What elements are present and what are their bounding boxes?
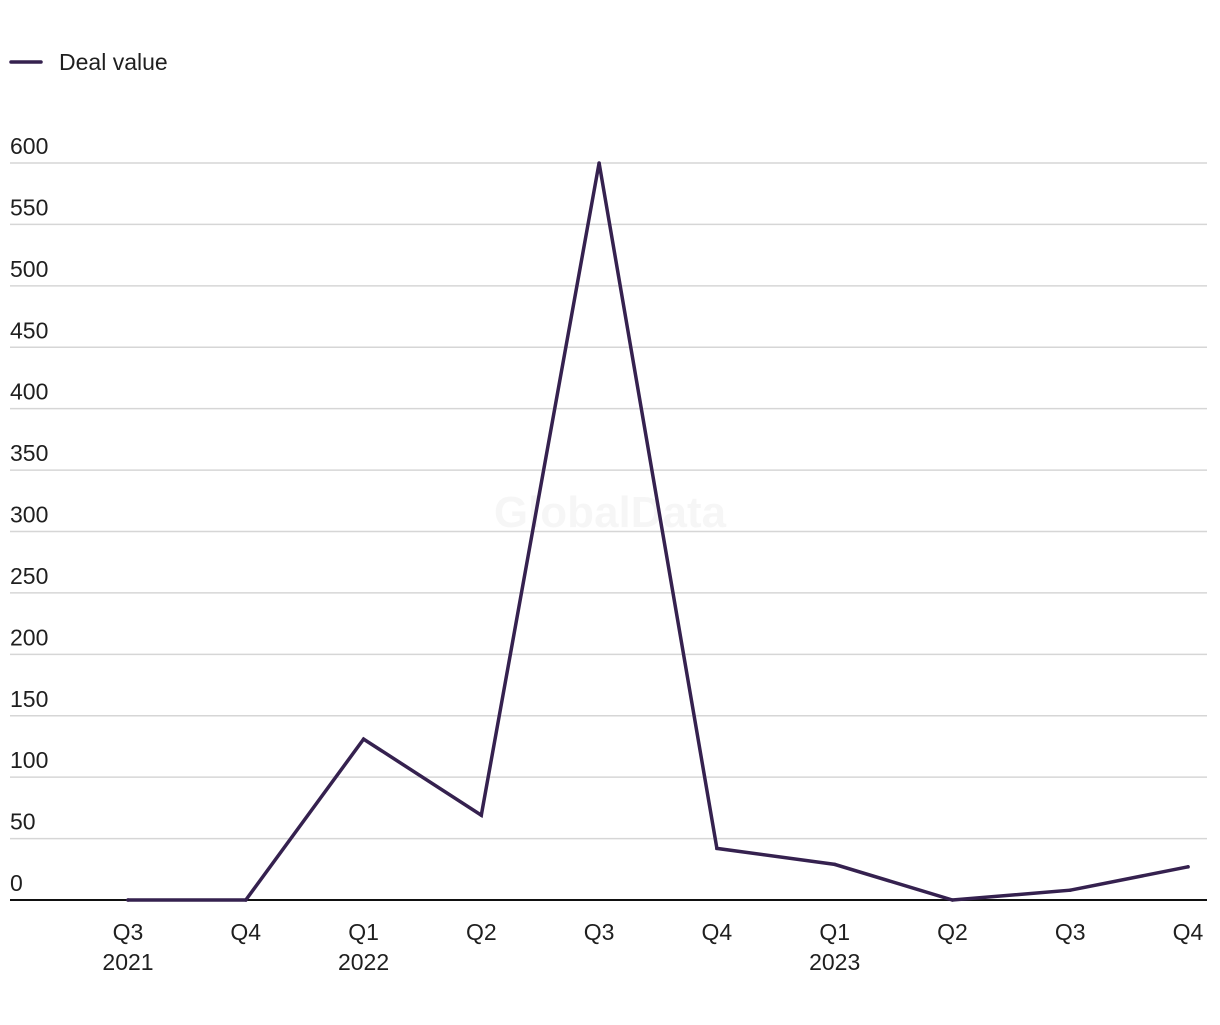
y-tick-label-450: 450	[10, 317, 48, 343]
x-tick-label-9: Q3	[1055, 919, 1086, 945]
x-tick-year-2021: 2021	[102, 949, 153, 975]
x-tick-label-4: Q2	[466, 919, 497, 945]
y-tick-label-50: 50	[10, 809, 36, 835]
y-tick-label-300: 300	[10, 502, 48, 528]
y-tick-label-150: 150	[10, 686, 48, 712]
data-point-4	[479, 813, 484, 817]
x-tick-label-8: Q2	[937, 919, 968, 945]
y-tick-label-350: 350	[10, 440, 48, 466]
series-line-deal-value	[126, 162, 1190, 902]
x-tick-year-2022: 2022	[338, 949, 389, 975]
watermark-logo: GlobalData	[494, 488, 727, 537]
series-layer	[126, 161, 1190, 902]
x-tick-label-1: Q3	[113, 919, 144, 945]
data-point-1	[126, 898, 130, 902]
y-tick-label-200: 200	[10, 624, 48, 650]
data-point-6	[715, 846, 719, 851]
data-point-2	[244, 898, 248, 902]
x-tick-label-10: Q4	[1173, 919, 1204, 945]
y-axis-tick-labels: 0 50 100 150 200 250 300 350 400 450 500 550 600	[10, 133, 48, 896]
data-point-10	[1186, 865, 1190, 869]
x-tick-label-3: Q1	[348, 919, 379, 945]
data-point-9	[1068, 888, 1072, 892]
x-tick-label-5: Q3	[584, 919, 615, 945]
gridlines	[10, 162, 1207, 901]
data-point-8	[950, 898, 955, 902]
x-tick-label-2: Q4	[230, 919, 261, 945]
y-tick-label-400: 400	[10, 379, 48, 405]
y-tick-label-0: 0	[10, 870, 23, 896]
y-tick-label-550: 550	[10, 194, 48, 220]
legend-label: Deal value	[59, 49, 168, 75]
x-tick-label-7: Q1	[819, 919, 850, 945]
data-point-5	[597, 161, 601, 165]
legend: Deal value	[9, 49, 168, 75]
data-point-7	[832, 862, 837, 867]
x-axis-tick-labels: Q3 2021 Q4 Q1 2022 Q2 Q3 Q4 Q1 2023 Q2 Q3 Q4	[102, 919, 1203, 975]
x-tick-label-6: Q4	[702, 919, 733, 945]
y-tick-label-500: 500	[10, 256, 48, 282]
y-tick-label-250: 250	[10, 563, 48, 589]
x-tick-year-2023: 2023	[809, 949, 860, 975]
y-tick-label-600: 600	[10, 133, 48, 159]
data-point-3	[361, 737, 366, 741]
y-tick-label-100: 100	[10, 747, 48, 773]
